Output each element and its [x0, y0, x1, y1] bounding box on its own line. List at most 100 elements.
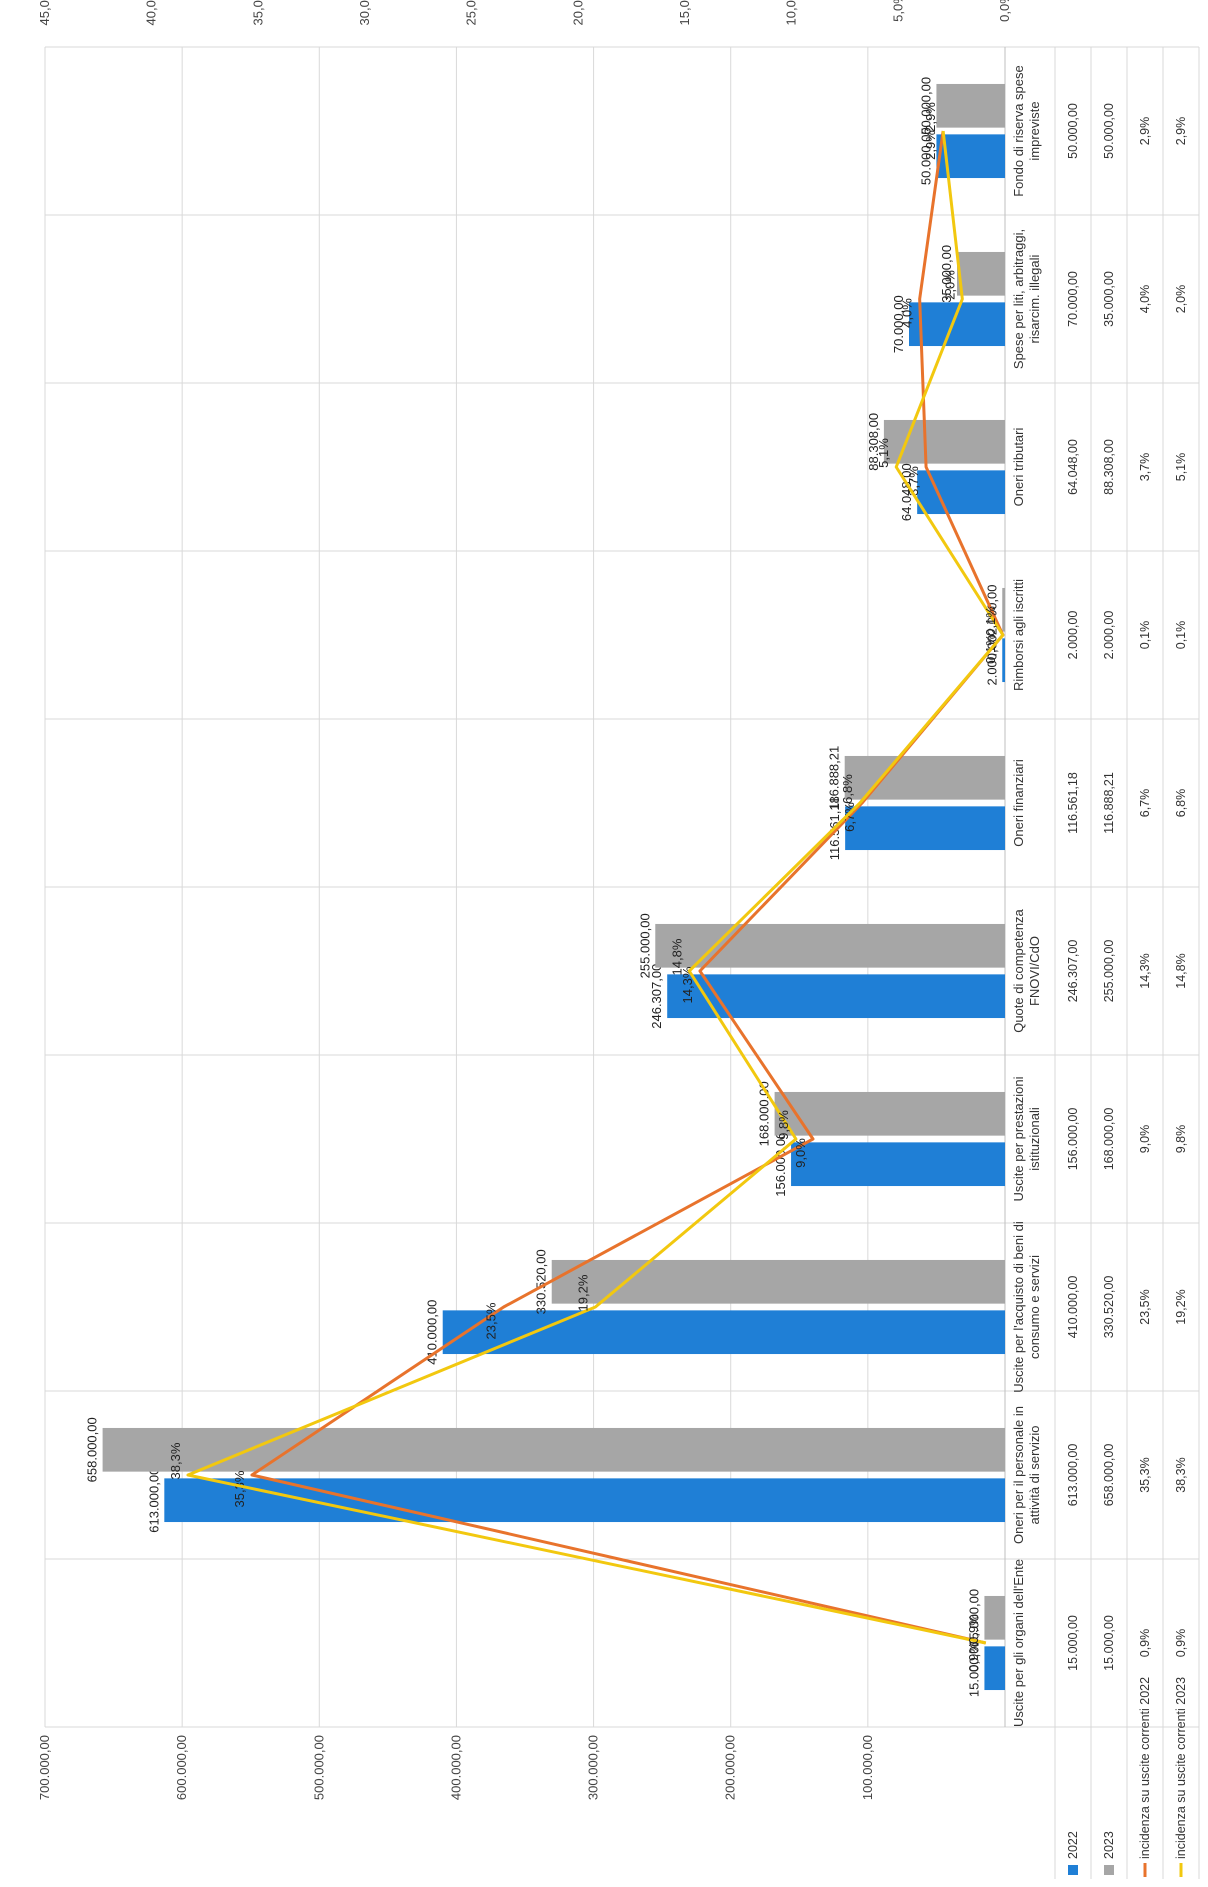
table-cell: 116.888,21	[1102, 772, 1116, 834]
table-cell: 6,8%	[1174, 789, 1188, 818]
bar-data-label: 50.000,00	[918, 77, 933, 135]
line-data-label: 0,1%	[983, 606, 998, 636]
table-cell: 0,1%	[1174, 621, 1188, 650]
line-data-label: 0,9%	[966, 1642, 981, 1672]
table-cell: 2.000,00	[1102, 611, 1116, 660]
category-label: Oneri per il personale in	[1011, 1406, 1026, 1544]
table-cell: 410.000,00	[1066, 1276, 1080, 1339]
bar-data-label: 246.307,00	[649, 964, 664, 1029]
y-left-tick-label: 100.000,00	[860, 1735, 875, 1800]
table-cell: 246.307,00	[1066, 940, 1080, 1003]
bar-data-label: 658.000,00	[85, 1417, 100, 1482]
table-cell: 38,3%	[1174, 1457, 1188, 1492]
bar-data-label: 156.000,00	[773, 1132, 788, 1197]
bar-data-label: 50.000,00	[918, 127, 933, 185]
table-cell: 15.000,00	[1102, 1615, 1116, 1671]
category-label: impreviste	[1027, 101, 1042, 160]
table-row-swatch	[1068, 1865, 1078, 1875]
category-label: Fondo di riserva spese	[1011, 65, 1026, 197]
bar-2023	[102, 1427, 1006, 1472]
y-right-tick-label: 30,0%	[357, 0, 372, 25]
bar-data-label: 613.000,00	[146, 1468, 161, 1533]
table-row-swatch	[1104, 1865, 1114, 1875]
bar-2022	[936, 134, 1006, 179]
table-cell: 6,7%	[1138, 789, 1152, 818]
y-left-tick-label: 200.000,00	[723, 1735, 738, 1800]
line-data-label: 0,9%	[966, 1614, 981, 1644]
bar-2023	[957, 251, 1005, 296]
bar-2022	[164, 1478, 1006, 1523]
bar-data-label: 70.000,00	[891, 295, 906, 353]
category-label: Uscite per gli organi dell'Ente	[1011, 1559, 1026, 1727]
y-right-tick-label: 0,0%	[997, 0, 1012, 22]
bar-2022	[917, 470, 1005, 515]
y-right-tick-label: 45,0%	[37, 0, 52, 25]
line-data-label: 38,3%	[168, 1442, 183, 1479]
table-cell: 116.561,18	[1066, 772, 1080, 834]
table-cell: 0,9%	[1174, 1629, 1188, 1658]
category-label: Rimborsi agli iscritti	[1011, 579, 1026, 691]
table-cell: 4,0%	[1138, 285, 1152, 314]
table-cell: 0,1%	[1138, 621, 1152, 650]
y-right-tick-label: 35,0%	[250, 0, 265, 25]
bar-2023	[844, 755, 1005, 800]
table-cell: 64.048,00	[1066, 439, 1080, 495]
table-cell: 168.000,00	[1102, 1108, 1116, 1171]
category-label: attività di servizio	[1027, 1426, 1042, 1525]
bar-2022	[667, 974, 1005, 1019]
y-right-tick-label: 25,0%	[464, 0, 479, 25]
line-data-label: 35,3%	[232, 1470, 247, 1507]
line-data-label: 6,8%	[840, 774, 855, 804]
category-label: Spese per liti, arbitraggi,	[1011, 229, 1026, 369]
line-data-label: 4,0%	[900, 298, 915, 328]
bar-2022	[984, 1646, 1006, 1691]
bar-data-label: 330.520,00	[534, 1249, 549, 1314]
table-cell: 50.000,00	[1102, 103, 1116, 159]
bar-2022	[1002, 638, 1005, 683]
bar-2023	[551, 1259, 1006, 1304]
table-cell: 70.000,00	[1066, 271, 1080, 327]
bar-data-label: 15.000,00	[966, 1589, 981, 1647]
table-cell: 156.000,00	[1066, 1108, 1080, 1171]
line-data-label: 5,1%	[876, 438, 891, 468]
y-right-tick-label: 5,0%	[890, 0, 905, 22]
category-label: FNOVI/CdO	[1027, 936, 1042, 1006]
table-cell: 658.000,00	[1102, 1444, 1116, 1507]
y-right-tick-label: 10,0%	[784, 0, 799, 25]
bar-data-label: 88.308,00	[866, 413, 881, 471]
table-cell: 23,5%	[1138, 1289, 1152, 1324]
line-data-label: 23,5%	[484, 1302, 499, 1339]
line-data-label: 3,7%	[906, 466, 921, 496]
category-label: Oneri finanziari	[1011, 759, 1026, 847]
table-cell: 613.000,00	[1066, 1444, 1080, 1507]
table-cell: 5,1%	[1174, 453, 1188, 482]
line-data-label: 2,9%	[923, 102, 938, 132]
y-left-tick-label: 500.000,00	[311, 1735, 326, 1800]
line-data-label: 19,2%	[575, 1274, 590, 1311]
bar-2022	[442, 1310, 1005, 1355]
bar-2022	[791, 1142, 1005, 1187]
line-data-label: 14,8%	[669, 938, 684, 975]
table-row-label: 2023	[1102, 1831, 1116, 1859]
table-cell: 35,3%	[1138, 1457, 1152, 1492]
table-cell: 2,0%	[1174, 285, 1188, 314]
bar-data-label: 410.000,00	[425, 1300, 440, 1365]
bar-data-label: 15.000,00	[966, 1639, 981, 1697]
bar-data-label: 2.000,00	[984, 635, 999, 686]
bar-2023	[655, 923, 1005, 968]
table-cell: 50.000,00	[1066, 103, 1080, 159]
table-cell: 2,9%	[1138, 117, 1152, 146]
table-cell: 15.000,00	[1066, 1615, 1080, 1671]
bar-data-label: 35.000,00	[939, 245, 954, 303]
line-data-label: 9,8%	[776, 1110, 791, 1140]
table-cell: 3,7%	[1138, 453, 1152, 482]
bar-data-label: 116.888,21	[827, 746, 842, 810]
table-cell: 35.000,00	[1102, 271, 1116, 327]
table-row-label: incidenza su uscite correnti 2023	[1174, 1677, 1188, 1859]
table-cell: 255.000,00	[1102, 940, 1116, 1003]
line-data-label: 2,9%	[923, 130, 938, 160]
category-label: Quote di competenza	[1011, 908, 1026, 1032]
bar-2023	[774, 1091, 1005, 1136]
line-data-label: 2,0%	[942, 270, 957, 300]
